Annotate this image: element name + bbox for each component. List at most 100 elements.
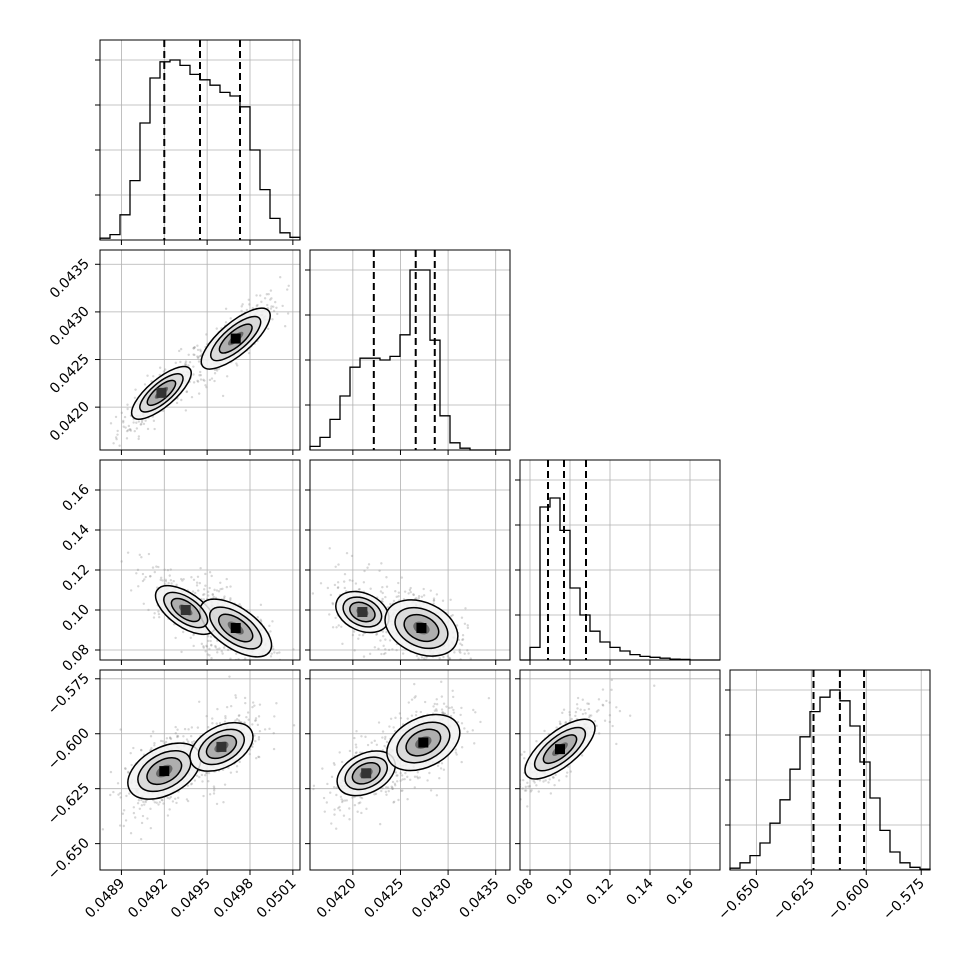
sample-point <box>242 664 244 666</box>
sample-point <box>191 590 195 593</box>
sample-point <box>272 309 276 313</box>
sample-point <box>283 325 287 328</box>
sample-point <box>251 701 255 704</box>
sample-point <box>435 709 438 712</box>
sample-point <box>410 714 414 717</box>
sample-point <box>340 625 343 628</box>
sample-point <box>193 353 196 357</box>
sample-point <box>132 746 135 750</box>
sample-point <box>213 379 216 383</box>
sample-point <box>282 675 284 677</box>
sample-point <box>147 552 151 556</box>
sample-point <box>181 579 184 582</box>
sample-point <box>178 349 181 353</box>
density-peak <box>180 605 191 615</box>
sample-point <box>307 588 309 590</box>
sample-point <box>196 575 200 578</box>
sample-point <box>192 347 195 350</box>
sample-point <box>338 751 341 754</box>
y-tick-label: 0.08 <box>59 642 92 675</box>
sample-point <box>348 818 351 821</box>
sample-point <box>196 344 199 347</box>
sample-point <box>506 816 508 818</box>
sample-point <box>270 297 273 300</box>
sample-point <box>218 721 222 725</box>
sample-point <box>328 547 331 550</box>
sample-point <box>210 574 213 578</box>
sample-point <box>276 312 279 316</box>
sample-point <box>176 734 179 738</box>
sample-point <box>394 784 397 787</box>
sample-point <box>208 654 211 657</box>
sample-point <box>417 594 421 598</box>
sample-point <box>397 798 400 802</box>
sample-point <box>140 804 144 807</box>
sample-point <box>135 427 139 430</box>
sample-point <box>454 751 458 754</box>
sample-point <box>460 760 463 764</box>
sample-point <box>281 304 284 308</box>
panel-frame <box>729 669 931 871</box>
sample-point <box>440 680 443 684</box>
sample-point <box>513 808 515 810</box>
sample-point <box>189 783 193 786</box>
sample-point <box>124 819 128 822</box>
sample-point <box>153 801 157 804</box>
sample-point <box>244 701 247 705</box>
sample-point <box>394 590 397 593</box>
sample-point <box>312 787 315 791</box>
sample-point <box>255 294 258 297</box>
sample-point <box>129 428 132 431</box>
sample-point <box>354 582 358 585</box>
sample-point <box>216 707 219 711</box>
sample-point <box>441 711 445 714</box>
sample-point <box>400 789 403 793</box>
sample-point <box>292 724 296 727</box>
sample-point <box>257 738 261 741</box>
x-tick-label: 0.14 <box>623 875 656 908</box>
sample-point <box>140 821 144 825</box>
density-peak <box>156 387 167 398</box>
sample-point <box>433 709 437 712</box>
sample-point <box>164 583 167 586</box>
sample-point <box>272 747 276 751</box>
sample-point <box>418 776 421 779</box>
sample-point <box>275 702 278 705</box>
sample-point <box>215 589 219 592</box>
sample-point <box>394 716 397 720</box>
sample-point <box>338 809 342 812</box>
sample-point <box>358 751 362 754</box>
sample-point <box>243 657 247 660</box>
sample-point <box>504 782 506 784</box>
sample-point <box>331 603 335 606</box>
sample-point <box>175 801 178 805</box>
sample-point <box>399 716 403 720</box>
sample-point <box>404 771 407 775</box>
sample-point <box>137 435 141 438</box>
sample-point <box>221 652 224 655</box>
sample-point <box>150 747 153 750</box>
sample-point <box>208 571 212 574</box>
density-layer <box>305 547 472 682</box>
sample-point <box>200 642 204 646</box>
sample-point <box>357 588 361 591</box>
sample-point <box>265 662 267 664</box>
sample-point <box>581 712 585 716</box>
sample-point <box>305 584 307 586</box>
sample-point <box>274 661 276 663</box>
sample-point <box>197 355 200 359</box>
sample-point <box>427 680 429 682</box>
sample-point <box>116 782 120 785</box>
sample-point <box>544 779 547 782</box>
sample-point <box>553 783 556 787</box>
sample-point <box>210 657 213 660</box>
sample-point <box>157 610 160 613</box>
sample-point <box>395 595 398 599</box>
sample-point <box>529 790 532 793</box>
sample-point <box>615 742 618 746</box>
sample-point <box>186 784 190 787</box>
sample-point <box>235 652 238 655</box>
sample-point <box>461 634 465 637</box>
sample-point <box>329 593 333 597</box>
sample-point <box>406 798 409 801</box>
